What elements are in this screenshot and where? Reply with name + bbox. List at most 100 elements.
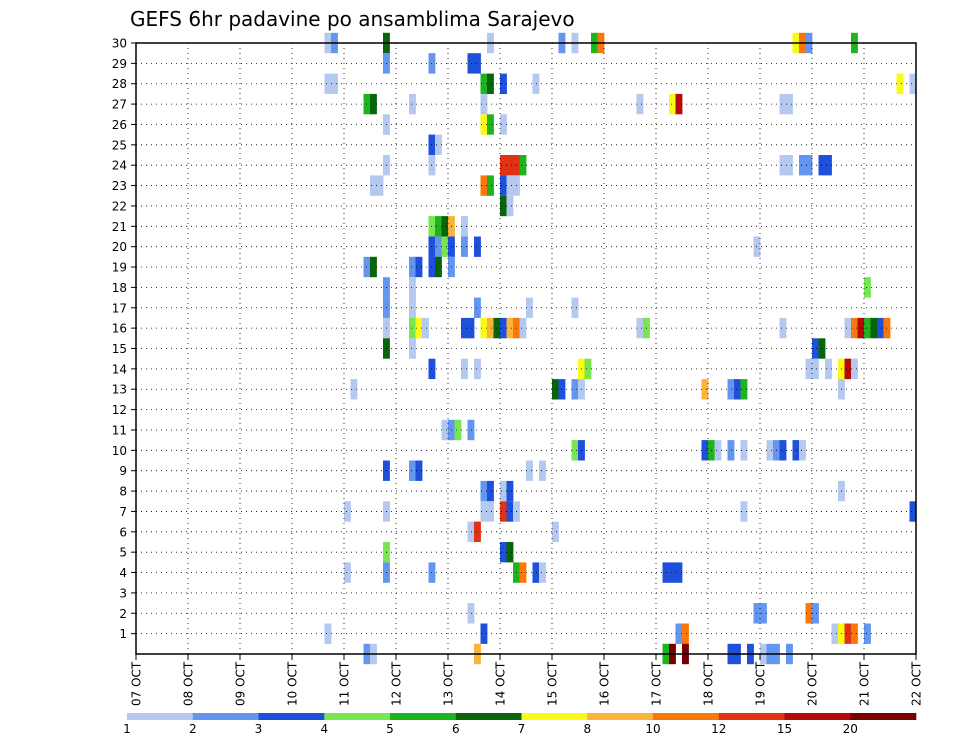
precip-cell bbox=[500, 501, 507, 522]
precip-cell bbox=[779, 440, 787, 461]
y-tick-label: 1 bbox=[119, 627, 127, 641]
precip-cell bbox=[409, 277, 416, 298]
y-tick-label: 10 bbox=[112, 444, 127, 458]
precip-cell bbox=[844, 358, 852, 380]
precip-cell bbox=[506, 480, 514, 502]
precip-cell bbox=[571, 379, 579, 400]
precip-cell bbox=[461, 236, 468, 257]
colorbar-label: 10 bbox=[645, 722, 660, 736]
precip-cell bbox=[636, 317, 644, 339]
x-tick-label: 15 OCT bbox=[546, 661, 560, 706]
precip-cell bbox=[734, 379, 741, 400]
precip-cell bbox=[506, 155, 514, 176]
precip-cell bbox=[409, 256, 416, 278]
precip-cell bbox=[474, 236, 481, 257]
precip-cell bbox=[851, 317, 858, 339]
colorbar-swatch bbox=[390, 713, 456, 720]
precip-cell bbox=[344, 501, 351, 522]
precip-cell bbox=[467, 53, 475, 74]
colorbar-label: 20 bbox=[843, 722, 858, 736]
y-tick-label: 17 bbox=[112, 301, 127, 315]
y-tick-label: 24 bbox=[112, 159, 127, 173]
precip-cell bbox=[500, 542, 507, 563]
y-tick-label: 22 bbox=[112, 199, 127, 213]
precip-cell bbox=[669, 93, 676, 115]
precip-cell bbox=[851, 623, 858, 644]
precip-cell bbox=[831, 623, 839, 644]
precip-cell bbox=[487, 73, 494, 94]
precip-cell bbox=[480, 175, 488, 196]
x-tick-label: 08 OCT bbox=[182, 661, 196, 706]
x-tick-label: 16 OCT bbox=[598, 661, 612, 706]
precip-cell bbox=[370, 175, 377, 196]
y-tick-label: 12 bbox=[112, 403, 127, 417]
precip-cell bbox=[409, 338, 416, 359]
precip-cell bbox=[435, 216, 442, 237]
precip-cell bbox=[799, 440, 806, 461]
x-tick-label: 20 OCT bbox=[806, 661, 820, 706]
precip-cell bbox=[506, 501, 514, 522]
chart-title: GEFS 6hr padavine po ansamblima Sarajevo bbox=[130, 7, 575, 31]
precip-cell bbox=[740, 379, 748, 400]
precip-cell bbox=[805, 358, 813, 380]
precip-cell bbox=[909, 501, 917, 522]
precip-cell bbox=[539, 460, 546, 481]
precip-cell bbox=[441, 236, 449, 257]
precip-cell bbox=[487, 480, 494, 502]
precip-cell bbox=[812, 358, 819, 380]
precip-cell bbox=[474, 358, 481, 380]
y-tick-label: 21 bbox=[112, 220, 127, 234]
precip-cell bbox=[409, 297, 416, 318]
precip-cell bbox=[500, 195, 507, 217]
precip-cell bbox=[435, 134, 442, 155]
precip-cell bbox=[864, 623, 871, 644]
x-tick-label: 07 OCT bbox=[130, 661, 144, 706]
precip-cell bbox=[500, 480, 507, 502]
colorbar-label: 12 bbox=[711, 722, 726, 736]
colorbar-swatch bbox=[127, 713, 193, 720]
x-tick-label: 10 OCT bbox=[286, 661, 300, 706]
precip-cell bbox=[766, 440, 774, 461]
colorbar-label: 2 bbox=[189, 722, 197, 736]
precip-cell bbox=[812, 603, 819, 624]
colorbar-swatch bbox=[324, 713, 391, 720]
precip-cell bbox=[727, 440, 735, 461]
precip-cell bbox=[467, 317, 475, 339]
precip-cell bbox=[857, 317, 865, 339]
precip-cell bbox=[864, 277, 871, 298]
precip-cell bbox=[675, 623, 683, 644]
precip-cell bbox=[474, 53, 481, 74]
precip-cell bbox=[701, 379, 709, 400]
colorbar-swatch bbox=[587, 713, 654, 720]
precip-cell bbox=[552, 379, 559, 400]
precip-cell bbox=[532, 562, 540, 583]
precip-cell bbox=[532, 73, 540, 94]
y-tick-label: 30 bbox=[112, 37, 127, 51]
colorbar-label: 3 bbox=[255, 722, 263, 736]
precip-cell bbox=[500, 114, 507, 135]
precip-cell bbox=[786, 93, 793, 115]
colorbar-swatch bbox=[258, 713, 325, 720]
y-tick-label: 7 bbox=[119, 505, 127, 519]
x-tick-label: 22 OCT bbox=[910, 661, 924, 706]
y-tick-label: 16 bbox=[112, 322, 127, 336]
precip-cell bbox=[714, 440, 722, 461]
x-tick-label: 09 OCT bbox=[234, 661, 248, 706]
colorbar-swatch bbox=[850, 713, 917, 720]
colorbar-swatch bbox=[718, 713, 785, 720]
precip-cell bbox=[409, 317, 416, 339]
precip-cell bbox=[435, 256, 442, 278]
precip-cell bbox=[571, 440, 579, 461]
precip-cell bbox=[870, 317, 878, 339]
x-tick-label: 12 OCT bbox=[390, 661, 404, 706]
y-tick-label: 23 bbox=[112, 179, 127, 193]
precip-cell bbox=[422, 317, 429, 339]
y-tick-label: 9 bbox=[119, 464, 127, 478]
colorbar-label: 4 bbox=[320, 722, 328, 736]
y-tick-label: 19 bbox=[112, 261, 127, 275]
axes: 1234567891011121314151617181920212223242… bbox=[112, 37, 924, 707]
colorbar-swatch bbox=[192, 713, 259, 720]
precip-cell bbox=[500, 317, 507, 339]
precip-cell bbox=[844, 317, 852, 339]
precip-cell bbox=[480, 623, 488, 644]
